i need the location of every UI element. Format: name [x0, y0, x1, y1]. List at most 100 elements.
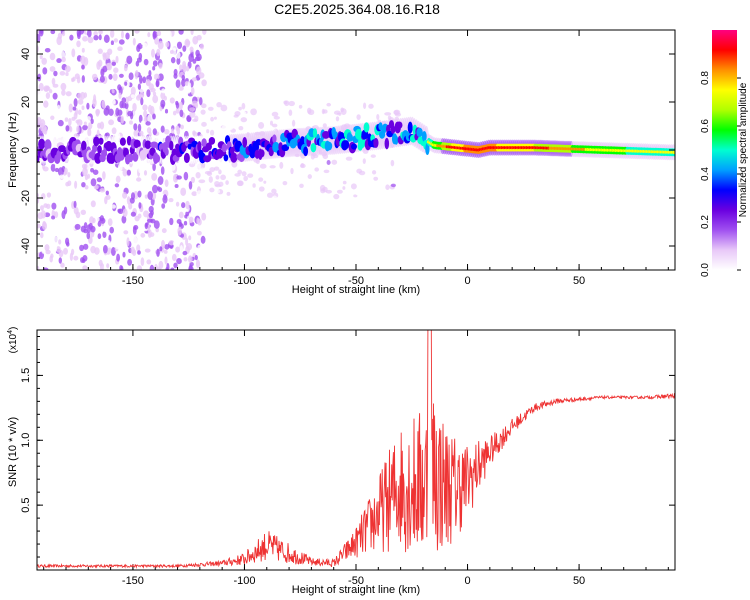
spectrogram-cell — [122, 192, 128, 199]
spectrogram-cell — [170, 267, 175, 270]
spectrogram-cell — [38, 82, 44, 92]
spectrogram-cell — [138, 202, 142, 209]
spectrogram-cell — [168, 198, 174, 203]
spectrogram-cell — [174, 183, 179, 189]
spectrogram-cell — [242, 136, 248, 148]
spectrogram-cell — [56, 36, 62, 46]
spectrogram-cell — [368, 103, 374, 109]
spectrogram-cell — [208, 136, 216, 145]
spectrogram-frame — [36, 29, 676, 271]
spectrogram-cell — [73, 112, 78, 120]
spectrogram-cell — [154, 154, 161, 163]
spectrogram-cell — [250, 108, 257, 116]
spectrogram-cell — [266, 192, 274, 198]
spectrogram-cell — [86, 30, 92, 38]
spectrogram-cell — [81, 64, 85, 70]
spectrogram-cell — [159, 255, 164, 260]
spectrogram-cell — [126, 135, 132, 146]
spectrogram-cell — [93, 136, 100, 147]
spectrogram-cell — [388, 178, 395, 185]
spectrogram-cell — [111, 61, 117, 66]
spectrogram-cell — [47, 177, 53, 183]
spectrogram-cell — [197, 218, 202, 226]
spectrogram-cell — [272, 195, 277, 200]
spectrogram-cell — [321, 108, 325, 115]
spectrogram-cell — [164, 179, 169, 187]
spectrogram-cell — [110, 204, 117, 209]
spectrogram-cell — [199, 97, 203, 106]
spectrogram-cell — [311, 184, 317, 189]
spectrogram-cell — [194, 254, 198, 261]
spectrogram-cell — [189, 107, 196, 112]
spectrogram-y-tick-label: 40 — [20, 48, 32, 60]
spectrogram-cell — [47, 127, 51, 134]
spectrogram-cell — [78, 30, 85, 35]
spectrogram-cell — [188, 216, 194, 224]
spectrogram-cell — [150, 87, 156, 93]
spectrogram-cell — [252, 183, 256, 188]
spectrogram-cell — [108, 152, 116, 165]
spectrogram-cell — [156, 30, 162, 37]
spectrogram-cell — [72, 106, 77, 111]
spectrogram-cell — [133, 123, 138, 131]
spectrogram-cell — [53, 70, 58, 77]
spectrogram-cell — [356, 114, 361, 120]
spectrogram-cell — [42, 67, 48, 75]
spectrogram-cell — [77, 109, 82, 115]
spectrogram-cell — [197, 244, 202, 253]
spectrogram-cell — [112, 73, 118, 81]
spectrogram-cell — [176, 218, 182, 225]
spectrogram-cell — [343, 140, 350, 150]
spectrogram-cell — [288, 109, 293, 116]
spectrogram-cell — [175, 107, 180, 114]
spectrogram-cell — [74, 73, 80, 80]
spectrogram-cell — [259, 149, 265, 158]
spectrogram-cell — [197, 163, 202, 170]
spectrogram-cell — [119, 137, 126, 146]
spectrogram-cell — [60, 195, 66, 202]
spectrogram-cell — [384, 112, 392, 116]
spectrogram-cell — [295, 106, 300, 114]
spectrogram-cell — [43, 110, 50, 120]
spectrogram-cell — [195, 259, 201, 269]
spectrogram-cell — [190, 176, 196, 184]
spectrogram-cell — [136, 265, 143, 270]
spectrogram-cell — [97, 122, 102, 129]
spectrogram-cell — [57, 167, 64, 177]
spectrogram-cell — [168, 68, 172, 74]
spectrogram-cell — [152, 91, 157, 97]
spectrogram-cell — [373, 176, 379, 181]
spectrogram-cell — [204, 170, 212, 175]
spectrogram-cell — [139, 130, 144, 137]
snr-x-tick-label: -100 — [233, 575, 255, 587]
snr-panel: -150 -100 -50 0 50 0.5 1.0 1.5 Height of straig… — [7, 327, 676, 596]
spectrogram-cell — [98, 34, 102, 41]
spectrogram-cell — [281, 114, 287, 119]
spectrogram-cell — [154, 36, 159, 45]
spectrogram-cell — [37, 33, 41, 43]
spectrogram-cell — [90, 68, 96, 75]
spectrogram-cell — [296, 119, 303, 126]
spectrogram-cell — [93, 184, 99, 190]
spectrogram-cell — [259, 163, 267, 169]
snr-x-tick-label: -150 — [122, 575, 144, 587]
spectrogram-cell — [67, 180, 72, 187]
spectrogram-cell — [45, 86, 51, 91]
spectrogram-cell — [345, 156, 353, 161]
spectrogram-y-tick-label: 0 — [20, 147, 32, 153]
spectrogram-cell — [179, 64, 183, 71]
spectrogram-cell — [55, 229, 61, 236]
spectrogram-cell — [271, 123, 278, 128]
spectrogram-cell — [144, 194, 149, 199]
spectrogram-cell — [138, 75, 143, 84]
spectrogram-cell — [298, 104, 303, 109]
spectrogram-cell — [362, 158, 366, 164]
spectrogram-cell — [351, 166, 357, 171]
spectrogram-cell — [182, 262, 188, 270]
spectrogram-cell — [291, 119, 296, 127]
spectrogram-cell — [310, 143, 317, 153]
spectrogram-cell — [90, 168, 95, 173]
spectrogram-cell — [198, 179, 206, 184]
spectrogram-cell — [176, 126, 181, 136]
spectrogram-cell — [118, 73, 124, 78]
